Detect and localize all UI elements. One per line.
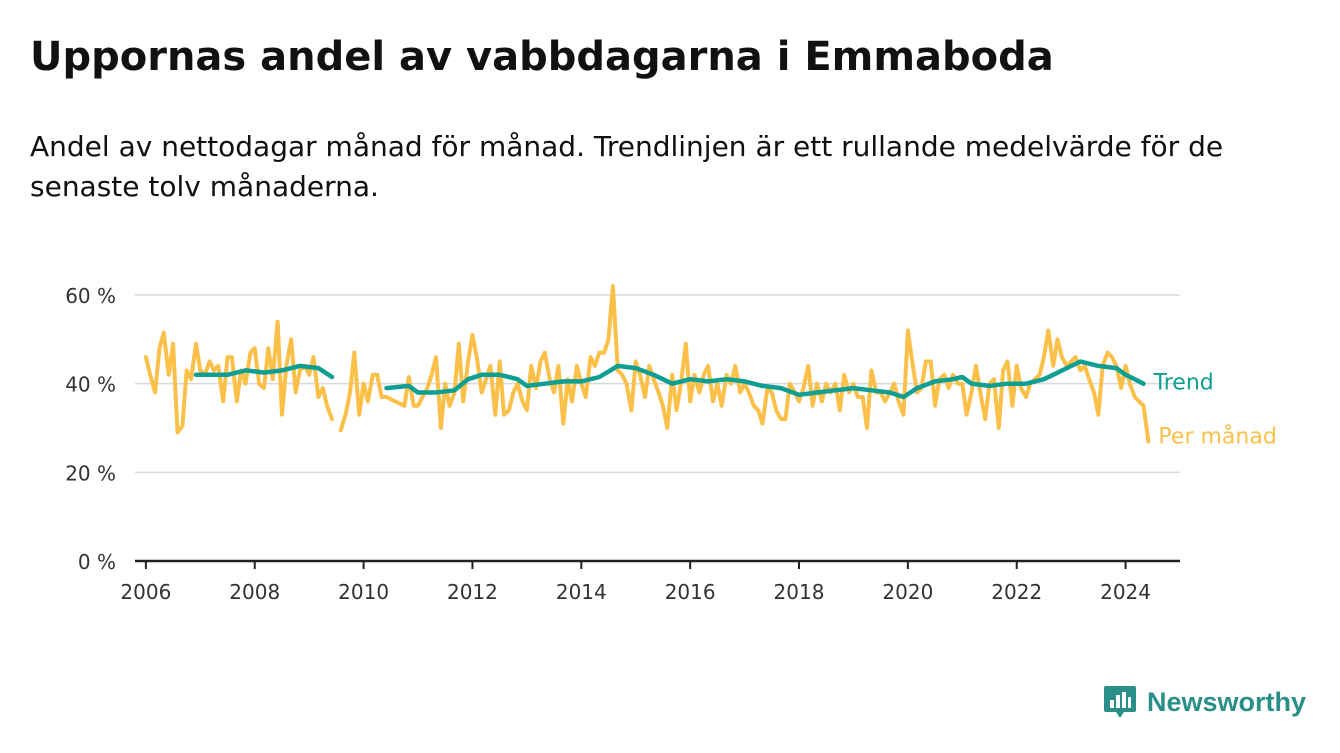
x-tick-label: 2012 [447, 580, 498, 604]
x-tick-label: 2014 [556, 580, 607, 604]
series-label-per-manad: Per månad [1158, 423, 1276, 449]
x-tick-label: 2008 [229, 580, 280, 604]
x-tick-label: 2006 [120, 580, 171, 604]
newsworthy-logo-icon [1104, 686, 1136, 718]
series-lines [143, 284, 1151, 444]
y-tick-label: 60 % [65, 284, 116, 308]
trend-line [384, 359, 1146, 400]
x-axis-ticks: 2006 2008 2010 2012 2014 2016 2018 2020 2022 2024 [120, 559, 1180, 604]
x-tick-label: 2024 [1100, 580, 1151, 604]
x-tick-label: 2016 [665, 580, 716, 604]
series-label-trend: Trend [1153, 371, 1214, 396]
brand-logo: Newsworthy [1102, 682, 1306, 722]
brand-name: Newsworthy [1147, 686, 1307, 717]
chart-subtitle: Andel av nettodagar månad för månad. Tre… [30, 130, 1224, 203]
y-tick-label: 40 % [65, 373, 116, 397]
chart-title: Uppornas andel av vabbdagarna i Emmaboda [30, 34, 1054, 80]
x-tick-label: 2018 [774, 580, 825, 604]
monthly-line [338, 284, 1151, 444]
trend-line [193, 363, 335, 380]
y-tick-label: 20 % [65, 461, 116, 485]
x-tick-label: 2010 [338, 580, 389, 604]
x-tick-label: 2020 [882, 580, 933, 604]
y-axis-ticks: 0 % 20 % 40 % 60 % [65, 284, 116, 574]
monthly-line [143, 319, 334, 435]
x-tick-label: 2022 [991, 580, 1042, 604]
series-labels: Per månad Trend [1153, 371, 1277, 450]
y-tick-label: 0 % [78, 550, 116, 574]
